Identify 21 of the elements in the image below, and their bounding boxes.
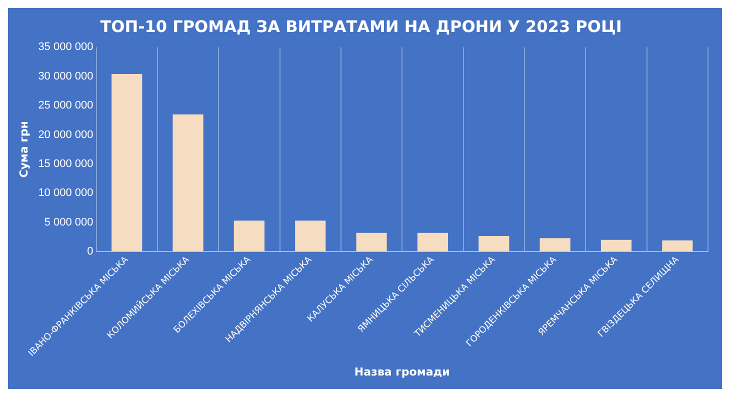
y-tick-label: 20 000 000 [38, 128, 94, 141]
chart-title: ТОП-10 ГРОМАД ЗА ВИТРАТАМИ НА ДРОНИ У 2023 РОЦІ [100, 16, 622, 36]
bar [600, 240, 632, 252]
bar [112, 74, 142, 252]
bar [478, 236, 510, 252]
x-axis-title: Назва громади [354, 365, 450, 378]
bar [662, 240, 693, 252]
y-tick-label: 30 000 000 [38, 70, 94, 82]
y-axis-title: Сума грн [17, 120, 30, 178]
y-tick-label: 35 000 000 [38, 41, 94, 54]
bar [172, 114, 204, 252]
bar [295, 220, 326, 252]
bar [540, 238, 570, 252]
bar [356, 232, 387, 252]
y-tick-label: 15 000 000 [38, 158, 94, 170]
bar [417, 232, 448, 252]
y-tick-label: 25 000 000 [38, 100, 94, 112]
bar [234, 220, 264, 252]
y-tick-label: 5 000 000 [44, 216, 94, 228]
y-tick-label: 0 [87, 246, 94, 258]
y-tick-label: 10 000 000 [38, 187, 94, 200]
